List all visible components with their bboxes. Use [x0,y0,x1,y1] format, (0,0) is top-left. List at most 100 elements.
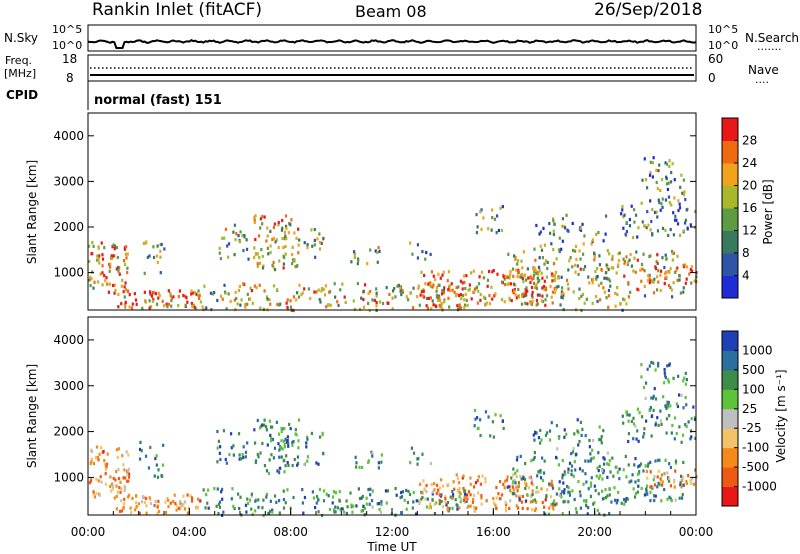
echo-cell [508,485,511,489]
echo-cell [622,257,625,261]
colorbar-frame [721,330,739,507]
echo-cell [627,419,630,423]
echo-cell [92,492,95,496]
echo-cell [480,494,483,498]
echo-cell [531,290,534,295]
echo-cell [239,495,242,499]
echo-cell [535,282,538,287]
echo-cell [504,502,508,507]
echo-cell [576,418,579,422]
echo-cell [618,467,621,471]
echo-cell [558,248,561,252]
echo-cell [321,286,324,291]
echo-cell [480,208,483,212]
echo-cell [522,294,525,298]
echo-cell [403,498,406,502]
echo-cell [401,288,404,293]
echo-cell [263,423,266,427]
colorbar-swatch [722,163,738,186]
colorbar-swatch [722,185,738,209]
echo-cell [618,251,621,255]
y-tick-label: 4000 [53,333,84,347]
echo-cell [557,276,560,280]
echo-cell [652,156,655,160]
echo-cell [452,493,455,497]
echo-cell [615,271,618,275]
echo-cell [275,238,278,242]
echo-cell [649,490,652,494]
echo-cell [565,278,569,282]
echo-cell [500,228,504,233]
echo-cell [250,494,253,498]
echo-cell [650,360,653,365]
echo-cell [579,257,582,261]
echo-cell [237,234,240,238]
echo-cell [143,500,147,505]
echo-cell [638,464,641,468]
echo-cell [567,490,570,494]
echo-cell [657,269,660,273]
echo-cell [656,215,659,219]
echo-cell [617,259,621,263]
echo-cell [91,270,94,274]
echo-cell [546,487,549,492]
echo-cell [365,502,368,506]
echo-cell [663,381,666,385]
echo-cell [649,199,652,203]
echo-cell [419,482,422,486]
echo-cell [668,159,671,163]
echo-cell [489,434,492,438]
echo-cell [524,461,527,466]
echo-cell [568,259,571,263]
echo-cell [229,299,232,303]
echo-cell [433,488,436,492]
echo-cell [652,291,656,295]
echo-cell [119,490,122,494]
echo-cell [515,494,518,498]
echo-cell [115,267,118,271]
echo-cell [650,219,653,224]
echo-cell [537,280,540,284]
colorbar-tick-label: 16 [742,201,757,215]
echo-cell [572,474,575,478]
echo-cell [351,510,354,514]
echo-cell [102,449,105,454]
echo-cell [356,281,360,286]
echo-cell [456,476,460,481]
echo-cell [678,496,681,500]
echo-cell [328,290,331,294]
echo-cell [543,459,546,463]
echo-cell [650,485,653,489]
echo-cell [89,479,93,483]
colorbar-swatch [722,428,738,449]
echo-cell [203,284,206,288]
echo-cell [256,418,259,423]
echo-cell [623,274,626,278]
echo-cell [458,491,461,495]
echo-cell [607,267,610,272]
echo-cell [315,501,318,505]
colorbar-tick-label: 4 [742,269,750,283]
echo-cell [461,287,464,291]
echo-cell [532,281,536,285]
echo-cell [659,480,663,484]
echo-cell [554,455,558,460]
echo-cell [164,500,167,504]
echo-cell [667,479,671,483]
colorbar-swatch [722,230,738,254]
echo-cell [670,499,673,503]
echo-cell [560,295,563,299]
echo-cell [531,492,534,496]
echo-cell [156,511,159,515]
echo-cell [281,236,284,241]
echo-cell [222,510,225,514]
echo-cell [682,483,685,487]
echo-cell [666,497,669,501]
echo-cell [318,298,321,302]
echo-cell [280,228,284,232]
echo-cell [542,284,546,289]
echo-cell [508,506,511,511]
echo-cell [285,301,288,305]
echo-cell [197,294,200,298]
echo-cell [596,508,599,512]
